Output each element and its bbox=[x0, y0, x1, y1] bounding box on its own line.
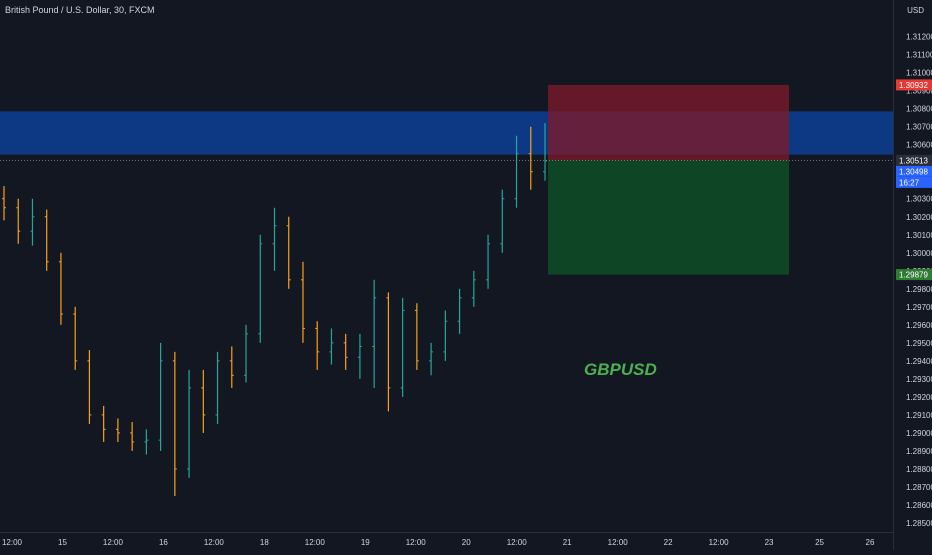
x-tick-label-10: 12:00 bbox=[507, 538, 528, 547]
y-tick-label-23: 1.28900 bbox=[906, 447, 932, 456]
target-price-badge bbox=[896, 269, 932, 281]
x-tick-label-9: 20 bbox=[462, 538, 471, 547]
x-tick-label-3: 16 bbox=[159, 538, 168, 547]
x-tick-label-1: 15 bbox=[58, 538, 67, 547]
x-tick-label-4: 12:00 bbox=[204, 538, 225, 547]
x-tick-label-0: 12:00 bbox=[2, 538, 23, 547]
x-tick-label-5: 18 bbox=[260, 538, 269, 547]
bid-price-badge bbox=[896, 165, 932, 177]
y-tick-label-11: 1.30100 bbox=[906, 231, 932, 240]
y-tick-label-14: 1.29800 bbox=[906, 285, 932, 294]
y-tick-label-21: 1.29100 bbox=[906, 411, 932, 420]
y-tick-label-24: 1.28800 bbox=[906, 465, 932, 474]
y-tick-label-18: 1.29400 bbox=[906, 357, 932, 366]
y-tick-label-5: 1.30700 bbox=[906, 123, 932, 132]
y-tick-label-6: 1.30600 bbox=[906, 141, 932, 150]
last-price-badge bbox=[896, 154, 932, 166]
y-tick-label-1: 1.31100 bbox=[906, 51, 932, 60]
x-tick-label-17: 26 bbox=[866, 538, 875, 547]
y-tick-label-25: 1.28700 bbox=[906, 483, 932, 492]
x-tick-label-13: 22 bbox=[664, 538, 673, 547]
last-price-badge-text: 1.30513 bbox=[899, 156, 928, 165]
x-tick-label-15: 23 bbox=[765, 538, 774, 547]
y-tick-label-12: 1.30000 bbox=[906, 249, 932, 258]
y-tick-label-19: 1.29300 bbox=[906, 375, 932, 384]
stop-price-badge-text: 1.30932 bbox=[899, 81, 928, 90]
take-profit-zone[interactable] bbox=[548, 160, 789, 275]
y-tick-label-15: 1.29700 bbox=[906, 303, 932, 312]
y-tick-label-2: 1.31000 bbox=[906, 69, 932, 78]
x-tick-label-2: 12:00 bbox=[103, 538, 124, 547]
y-tick-label-20: 1.29200 bbox=[906, 393, 932, 402]
stop-price-badge bbox=[896, 79, 932, 91]
chart-annotation: GBPUSD bbox=[584, 360, 657, 379]
x-tick-label-14: 12:00 bbox=[709, 538, 730, 547]
chart-title: British Pound / U.S. Dollar, 30, FXCM bbox=[5, 5, 155, 15]
y-tick-label-16: 1.29600 bbox=[906, 321, 932, 330]
stop-loss-zone[interactable] bbox=[548, 84, 789, 161]
currency-label: USD bbox=[907, 6, 924, 15]
y-tick-label-9: 1.30300 bbox=[906, 195, 932, 204]
countdown-badge bbox=[896, 176, 932, 188]
x-tick-label-7: 19 bbox=[361, 538, 370, 547]
y-tick-label-22: 1.29000 bbox=[906, 429, 932, 438]
x-tick-label-8: 12:00 bbox=[406, 538, 427, 547]
y-tick-label-4: 1.30800 bbox=[906, 105, 932, 114]
y-tick-label-26: 1.28600 bbox=[906, 501, 932, 510]
x-tick-label-11: 21 bbox=[563, 538, 572, 547]
bid-price-badge-text: 1.30498 bbox=[899, 167, 928, 176]
y-tick-label-27: 1.28500 bbox=[906, 519, 932, 528]
target-price-badge-text: 1.29879 bbox=[899, 271, 928, 280]
y-tick-label-17: 1.29500 bbox=[906, 339, 932, 348]
x-tick-label-6: 12:00 bbox=[305, 538, 326, 547]
x-tick-label-16: 25 bbox=[815, 538, 824, 547]
countdown-badge-text: 16:27 bbox=[899, 178, 920, 187]
y-tick-label-10: 1.30200 bbox=[906, 213, 932, 222]
x-tick-label-12: 12:00 bbox=[608, 538, 629, 547]
y-tick-label-0: 1.31200 bbox=[906, 33, 932, 42]
y-tick-label-3: 1.30900 bbox=[906, 87, 932, 96]
